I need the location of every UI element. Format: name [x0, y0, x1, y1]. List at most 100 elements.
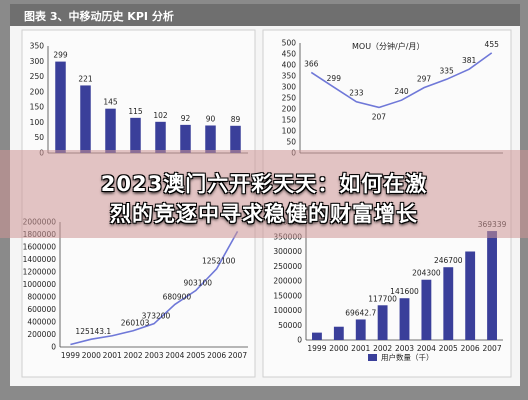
figure-title: 图表 3、中移动历史 KPI 分析 — [24, 10, 174, 23]
x-tick-label-3: 2001 — [103, 351, 122, 360]
data-label-2: 335 — [439, 66, 454, 75]
x-tick-label-3: 2003 — [144, 351, 163, 360]
bar-4 — [443, 267, 454, 340]
data-label-4: 117700 — [368, 294, 397, 303]
data-label-2: 233 — [349, 89, 364, 98]
y-tick-label-2: 400 — [282, 61, 297, 70]
bar-4 — [487, 231, 497, 340]
bar-1 — [180, 124, 191, 153]
data-label-1: 145 — [103, 98, 118, 107]
chart-title-2: MOU（分钟/户/月） — [352, 41, 424, 51]
y-tick-label-4: 200000 — [273, 277, 302, 286]
x-tick-label-4: 1999 — [307, 344, 326, 353]
x-tick-label-3: 2002 — [124, 351, 143, 360]
x-tick-label-3: 1999 — [61, 351, 80, 360]
y-tick-label-3: 800000 — [27, 293, 56, 302]
data-label-1: 90 — [206, 114, 216, 123]
y-tick-label-3: 1200000 — [23, 268, 57, 277]
bar-4 — [465, 251, 476, 340]
y-tick-label-2: 300 — [282, 83, 297, 92]
data-label-3: 1252100 — [202, 257, 236, 266]
banner-line-2: 烈的竞逐中寻求稳健的财富增长 — [110, 202, 418, 226]
data-label-1: 221 — [78, 74, 93, 83]
bar-4 — [421, 279, 432, 340]
bar-1 — [155, 121, 166, 153]
data-label-2: 207 — [372, 112, 387, 121]
x-tick-label-4: 2004 — [417, 344, 436, 353]
y-tick-label-3: 1000000 — [23, 280, 57, 289]
data-label-2: 299 — [327, 74, 342, 83]
data-label-3: 680900 — [163, 292, 192, 301]
y-tick-label-2: 200 — [282, 105, 297, 114]
x-tick-label-4: 2002 — [373, 344, 392, 353]
y-tick-label-1: 50 — [34, 133, 44, 142]
y-tick-label-2: 100 — [282, 127, 297, 136]
x-tick-label-4: 2001 — [351, 344, 370, 353]
x-tick-label-3: 2004 — [165, 351, 184, 360]
y-tick-label-2: 50 — [286, 138, 296, 147]
data-label-2: 381 — [462, 56, 477, 65]
data-label-4: 141600 — [390, 287, 419, 296]
y-tick-label-1: 150 — [30, 103, 45, 112]
legend-label-4: 用户数量（千） — [381, 352, 434, 362]
bar-4 — [377, 305, 388, 340]
data-label-3: 373200 — [142, 312, 171, 321]
figure-header: 图表 3、中移动历史 KPI 分析 — [10, 4, 520, 26]
bar-1 — [130, 117, 141, 153]
y-tick-label-2: 350 — [282, 72, 297, 81]
data-label-2: 455 — [485, 40, 500, 49]
x-tick-label-4: 2007 — [483, 344, 502, 353]
y-tick-label-1: 350 — [30, 42, 45, 51]
y-tick-label-3: 1400000 — [23, 255, 57, 264]
x-tick-label-4: 2005 — [439, 344, 458, 353]
series-line-2 — [310, 52, 493, 109]
y-tick-label-2: 150 — [282, 116, 297, 125]
data-label-4: 204300 — [412, 269, 441, 278]
x-tick-label-4: 2006 — [461, 344, 480, 353]
y-tick-label-3: 400000 — [27, 318, 56, 327]
legend-swatch-4 — [368, 354, 377, 361]
data-label-3: 903100 — [183, 279, 212, 288]
y-tick-label-2: 450 — [282, 50, 297, 59]
x-tick-label-3: 2000 — [82, 351, 101, 360]
bar-1 — [55, 61, 66, 153]
bar-1 — [230, 125, 241, 153]
y-tick-label-2: 250 — [282, 94, 297, 103]
data-label-1: 102 — [153, 111, 168, 120]
data-label-2: 366 — [304, 59, 319, 68]
y-tick-label-4: 150000 — [273, 291, 302, 300]
y-tick-label-3: 0 — [51, 343, 56, 352]
x-tick-label-4: 2003 — [395, 344, 414, 353]
y-tick-label-2: 500 — [282, 39, 297, 48]
y-tick-label-1: 300 — [30, 57, 45, 66]
y-tick-label-3: 200000 — [27, 330, 56, 339]
y-tick-label-1: 250 — [30, 72, 45, 81]
bar-1 — [105, 108, 116, 153]
y-tick-label-3: 1600000 — [23, 243, 57, 252]
overlay-banner: 2023澳门六开彩天天：如何在激 烈的竞逐中寻求稳健的财富增长 — [0, 150, 528, 238]
data-label-4: 69642.7 — [345, 308, 376, 317]
bar-1 — [205, 125, 216, 153]
series-line-3 — [70, 230, 239, 346]
y-tick-label-4: 50000 — [278, 321, 302, 330]
bar-1 — [80, 85, 91, 153]
y-tick-label-4: 0 — [297, 336, 302, 345]
data-label-1: 115 — [128, 107, 143, 116]
data-label-1: 89 — [231, 115, 241, 124]
data-label-1: 92 — [181, 114, 191, 123]
data-label-1: 299 — [53, 51, 68, 60]
y-tick-label-4: 100000 — [273, 306, 302, 315]
bar-4 — [312, 332, 322, 340]
banner-line-1: 2023澳门六开彩天天：如何在激 — [100, 172, 428, 196]
data-label-3: 260103 — [121, 319, 150, 328]
x-tick-label-3: 2005 — [186, 351, 205, 360]
x-tick-label-3: 2006 — [207, 351, 226, 360]
data-label-4: 246700 — [434, 256, 463, 265]
y-tick-label-3: 600000 — [27, 305, 56, 314]
y-tick-label-4: 300000 — [273, 247, 302, 256]
x-tick-label-3: 2007 — [228, 351, 247, 360]
bar-4 — [333, 326, 344, 340]
y-tick-label-1: 200 — [30, 87, 45, 96]
y-tick-label-4: 250000 — [273, 262, 302, 271]
data-label-3: 125143.1 — [75, 327, 111, 336]
